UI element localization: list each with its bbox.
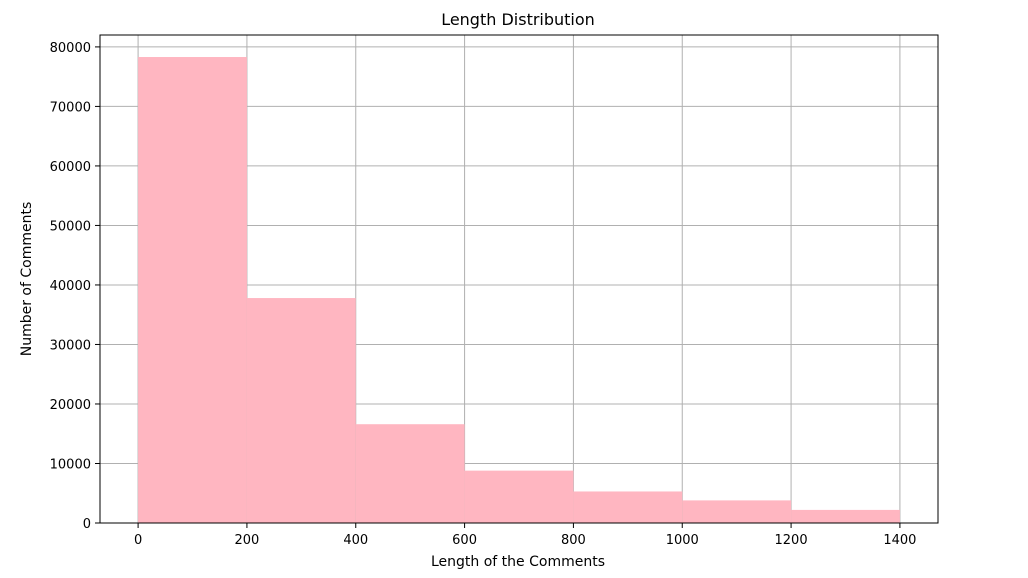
x-tick-label: 200 bbox=[235, 533, 260, 548]
plot-frame bbox=[99, 34, 939, 524]
histogram-bar bbox=[246, 298, 356, 523]
y-tick-label: 30000 bbox=[50, 338, 91, 353]
bars bbox=[138, 57, 900, 524]
x-tick-label: 800 bbox=[561, 533, 586, 548]
chart-title: Length Distribution bbox=[441, 10, 595, 29]
y-tick-label: 0 bbox=[83, 517, 91, 532]
x-tick-label: 1400 bbox=[883, 533, 916, 548]
histogram-bar bbox=[138, 57, 247, 524]
x-tick-label: 1000 bbox=[666, 533, 699, 548]
y-tick-label: 60000 bbox=[50, 160, 91, 175]
y-tick-label: 10000 bbox=[50, 457, 91, 472]
histogram-bar bbox=[573, 491, 683, 523]
x-axis-label: Length of the Comments bbox=[431, 554, 605, 570]
histogram-bar bbox=[791, 509, 900, 523]
y-tick-label: 20000 bbox=[50, 398, 91, 413]
y-axis-label: Number of Comments bbox=[19, 202, 35, 357]
y-tick-label: 40000 bbox=[50, 279, 91, 294]
x-tick-label: 600 bbox=[452, 533, 477, 548]
histogram-bar bbox=[682, 500, 792, 523]
y-tick-label: 70000 bbox=[50, 100, 91, 115]
y-tick-label: 50000 bbox=[50, 219, 91, 234]
histogram-bar bbox=[355, 424, 465, 523]
x-tick-label: 400 bbox=[343, 533, 368, 548]
y-tick-label: 80000 bbox=[50, 41, 91, 56]
histogram-bar bbox=[464, 470, 574, 523]
x-tick-label: 1200 bbox=[775, 533, 808, 548]
axis-ticks: 0 200 400 600 800 1000 1200 1400 0 10000 20000 3000… bbox=[50, 41, 917, 548]
x-tick-label: 0 bbox=[134, 533, 142, 548]
